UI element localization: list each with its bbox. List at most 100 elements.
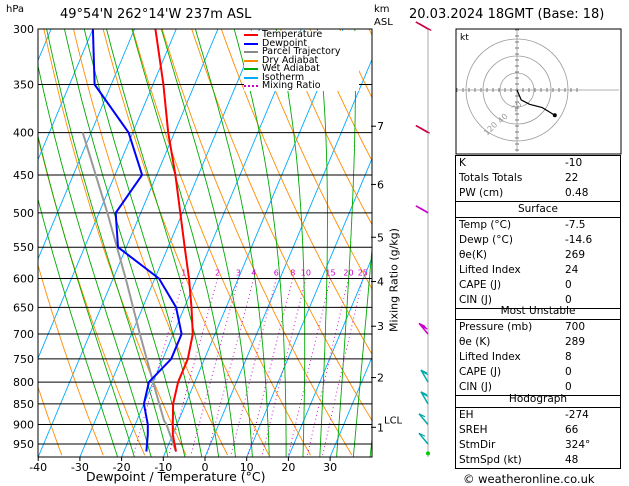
legend-swatch bbox=[244, 68, 258, 71]
row-value: 0 bbox=[565, 366, 572, 378]
wind-barb-feather bbox=[421, 371, 429, 376]
x-tick-label: -30 bbox=[71, 461, 89, 474]
hpa-label: hPa bbox=[6, 4, 25, 15]
pressure-tick-label: 700 bbox=[13, 328, 34, 341]
datetime-title: 20.03.2024 18GMT (Base: 18) bbox=[409, 7, 605, 22]
temperature-line bbox=[154, 29, 194, 452]
row-value: 269 bbox=[565, 249, 586, 261]
legend-label: Dewpoint bbox=[262, 37, 308, 49]
hodograph-end-dot bbox=[552, 113, 557, 118]
asl-label: ASL bbox=[374, 17, 393, 28]
wind-barb-feather bbox=[418, 322, 426, 327]
row-label: StmSpd (kt) bbox=[459, 454, 522, 466]
hodograph-table: Hodograph EH -274 SREH 66 StmDir 324° StmSpd (… bbox=[455, 392, 621, 469]
row-label: Dewp (°C) bbox=[459, 234, 513, 246]
legend-swatch bbox=[244, 42, 258, 45]
pressure-tick-label: 750 bbox=[13, 353, 34, 366]
legend-label: Temperature bbox=[262, 29, 323, 40]
surface-wind-dot bbox=[426, 451, 430, 456]
table-row: Totals Totals 22 bbox=[456, 171, 620, 186]
legend-label: Isotherm bbox=[262, 71, 305, 83]
copyright: © weatheronline.co.uk bbox=[463, 472, 595, 486]
row-label: θe(K) bbox=[459, 249, 487, 261]
table-row: CAPE (J) 0 bbox=[456, 365, 620, 380]
plot-area: 1 2 3 4 6 8 10 15 20 25 bbox=[0, 29, 372, 457]
wind-barb-feather bbox=[418, 413, 426, 418]
row-label: Totals Totals bbox=[459, 172, 523, 184]
x-tick-label: 30 bbox=[323, 461, 337, 474]
row-value: 0.48 bbox=[565, 187, 589, 199]
dry-adiabat-line bbox=[191, 29, 372, 422]
mixing-ratio-label: 6 bbox=[274, 269, 279, 278]
legend-item: Dewpoint bbox=[244, 37, 359, 49]
dry-adiabat-line bbox=[309, 29, 372, 162]
mixing-ratio-label: 20 bbox=[343, 269, 353, 278]
legend-swatch bbox=[244, 76, 258, 79]
legend-label: Parcel Trajectory bbox=[262, 46, 341, 57]
x-tick-label: -10 bbox=[154, 461, 172, 474]
pressure-tick-label: 300 bbox=[13, 23, 34, 36]
mixing-ratio-label: 4 bbox=[251, 269, 256, 278]
x-tick-label: -20 bbox=[113, 461, 131, 474]
table-row: PW (cm) 0.48 bbox=[456, 186, 620, 201]
row-label: CAPE (J) bbox=[459, 279, 502, 291]
row-label: Pressure (mb) bbox=[459, 321, 533, 333]
legend: Temperature Dewpoint Parcel Trajectory Dry … bbox=[244, 29, 359, 91]
row-label: Lifted Index bbox=[459, 264, 521, 276]
pressure-tick-label: 350 bbox=[13, 78, 34, 91]
km-tick-label: 3 bbox=[377, 320, 384, 333]
dry-adiabat-line bbox=[38, 263, 104, 456]
legend-item: Parcel Trajectory bbox=[244, 46, 359, 57]
table-row: SREH 66 bbox=[456, 423, 620, 438]
table-row: CIN (J) 0 bbox=[456, 293, 620, 308]
wind-barb-feather bbox=[418, 432, 426, 437]
row-value: -14.6 bbox=[565, 234, 593, 246]
pressure-tick-label: 950 bbox=[13, 438, 34, 451]
isotherm-line bbox=[287, 256, 372, 457]
km-tick-label: 5 bbox=[377, 231, 384, 244]
row-value: -7.5 bbox=[565, 219, 586, 231]
mixing-ratio-line bbox=[132, 278, 185, 456]
dry-adiabat-line bbox=[161, 29, 353, 456]
legend-label: Wet Adiabat bbox=[262, 63, 320, 74]
mixing-ratio-line bbox=[322, 278, 364, 456]
pressure-tick-label: 450 bbox=[13, 169, 34, 182]
table-row: CAPE (J) 0 bbox=[456, 278, 620, 293]
wet-adiabat-line bbox=[64, 29, 186, 457]
km-tick-label: 4 bbox=[377, 276, 384, 289]
pressure-tick-label: 900 bbox=[13, 419, 34, 432]
isotherm-line bbox=[0, 29, 9, 457]
km-label: km bbox=[374, 4, 390, 15]
hodograph-kt-label: kt bbox=[460, 33, 469, 43]
dry-adiabat-line bbox=[220, 29, 372, 356]
dry-adiabat-line bbox=[279, 29, 372, 226]
x-tick-label: 0 bbox=[202, 461, 209, 474]
x-axis-label: Dewpoint / Temperature (°C) bbox=[86, 469, 266, 484]
dry-adiabat-line bbox=[43, 29, 187, 456]
x-tick-label: -40 bbox=[29, 461, 47, 474]
pressure-tick-label: 800 bbox=[13, 376, 34, 389]
isotherm-line bbox=[162, 29, 344, 457]
row-value: 0 bbox=[565, 381, 572, 393]
hodograph-frame bbox=[455, 28, 622, 155]
isotherm-line bbox=[204, 58, 372, 457]
pressure-tick-label: 400 bbox=[13, 127, 34, 140]
hodograph-table-title: Hodograph bbox=[456, 392, 620, 408]
plot-frame bbox=[37, 28, 373, 458]
mixing-ratio-label: 8 bbox=[290, 269, 295, 278]
pressure-tick-label: 500 bbox=[13, 207, 34, 220]
legend-label: Dry Adiabat bbox=[262, 54, 319, 66]
row-value: -10 bbox=[565, 157, 583, 169]
wet-adiabat-line bbox=[275, 29, 306, 457]
wind-barb-feather bbox=[419, 324, 427, 329]
parcel-trajectory-line bbox=[81, 132, 177, 452]
table-row: StmSpd (kt) 48 bbox=[456, 453, 620, 468]
row-value: 22 bbox=[565, 172, 579, 184]
row-label: K bbox=[459, 157, 466, 169]
km-tick-label: 2 bbox=[377, 372, 384, 385]
row-value: 8 bbox=[565, 351, 572, 363]
row-value: -274 bbox=[565, 409, 589, 421]
mixing-ratio-line bbox=[307, 278, 349, 456]
most-unstable-table: Most Unstable Pressure (mb) 700 θe (K) 289 L… bbox=[455, 304, 621, 396]
